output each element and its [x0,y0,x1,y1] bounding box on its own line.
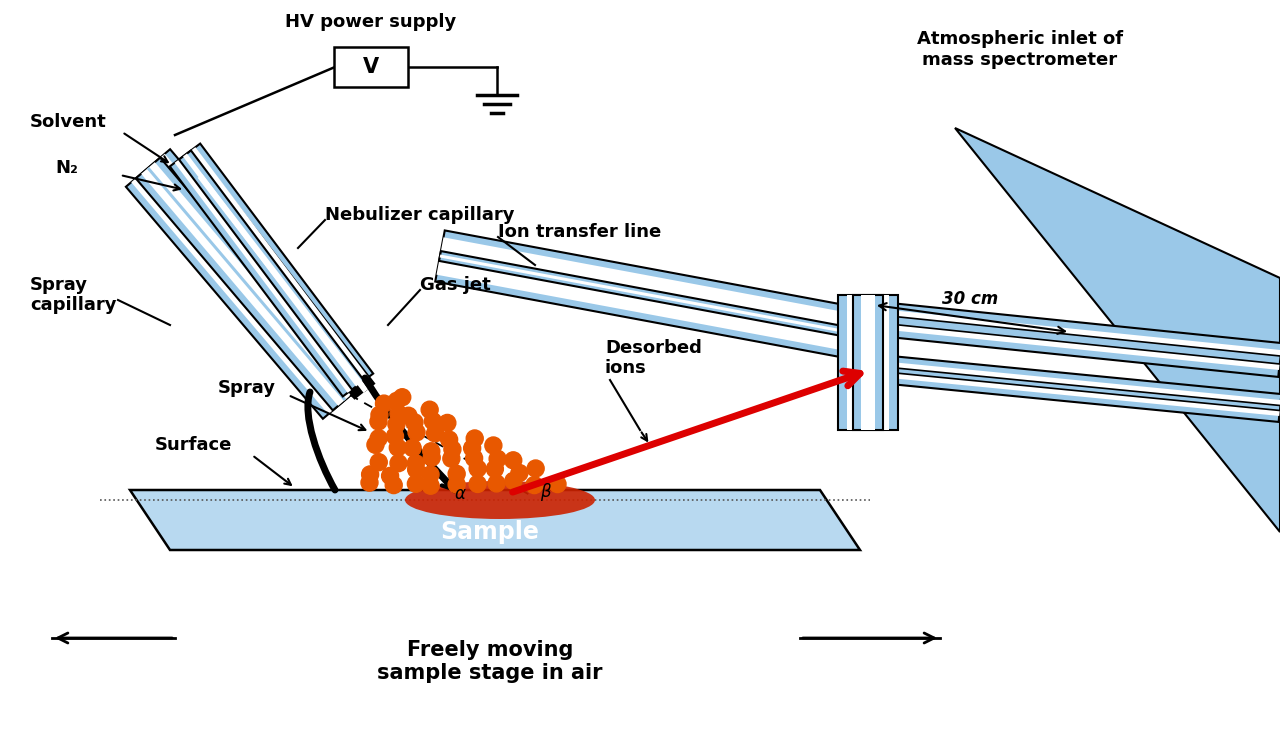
Circle shape [406,414,422,431]
Circle shape [370,453,388,470]
Circle shape [468,476,486,492]
Text: Solvent: Solvent [29,113,106,131]
Circle shape [488,475,506,492]
Circle shape [388,392,406,409]
Circle shape [387,428,403,445]
Polygon shape [439,251,881,343]
Polygon shape [132,154,362,415]
Text: N₂: N₂ [55,159,78,177]
Polygon shape [440,254,881,340]
Polygon shape [187,171,371,400]
Circle shape [421,401,438,418]
Polygon shape [136,157,357,410]
Circle shape [408,424,425,441]
Text: Atmospheric inlet of
mass spectrometer: Atmospheric inlet of mass spectrometer [916,30,1123,69]
Circle shape [388,416,404,433]
Circle shape [448,476,465,493]
Polygon shape [170,143,374,396]
Circle shape [470,460,486,477]
Circle shape [375,395,393,412]
Circle shape [440,431,458,448]
Circle shape [385,476,402,494]
Text: Ion transfer line: Ion transfer line [498,223,662,241]
Circle shape [370,430,387,447]
Text: Spray
capillary: Spray capillary [29,276,116,315]
Polygon shape [435,231,884,364]
Text: Surface: Surface [155,436,233,454]
Circle shape [422,477,439,494]
Polygon shape [147,167,346,401]
Circle shape [439,415,456,431]
Text: β: β [540,483,550,501]
Polygon shape [174,147,369,392]
Text: Sample: Sample [440,520,539,544]
Circle shape [367,437,384,453]
Text: HV power supply: HV power supply [285,13,457,31]
Circle shape [425,412,442,430]
Circle shape [504,473,522,490]
Circle shape [489,451,506,467]
Circle shape [371,406,388,423]
Circle shape [485,437,502,454]
Polygon shape [436,237,883,356]
Polygon shape [197,174,369,392]
Polygon shape [838,295,899,430]
Polygon shape [852,295,883,430]
Circle shape [389,439,406,456]
Circle shape [486,460,503,478]
Circle shape [463,440,481,456]
Circle shape [404,440,421,456]
Circle shape [399,407,417,424]
Polygon shape [179,151,364,390]
FancyBboxPatch shape [334,47,408,87]
Polygon shape [869,354,1280,422]
Circle shape [424,449,440,466]
Ellipse shape [404,481,595,519]
Circle shape [443,450,460,467]
Polygon shape [869,314,1280,364]
Circle shape [381,467,398,484]
Circle shape [511,465,527,481]
Circle shape [394,389,411,406]
Circle shape [504,452,522,469]
Polygon shape [847,295,890,430]
Polygon shape [141,162,352,406]
Text: Freely moving
sample stage in air: Freely moving sample stage in air [378,640,603,684]
Circle shape [407,455,424,472]
Circle shape [448,465,465,482]
Circle shape [466,450,483,467]
Circle shape [390,405,407,422]
Polygon shape [955,128,1280,532]
Circle shape [527,460,544,477]
Text: Gas jet: Gas jet [420,276,490,294]
Circle shape [361,474,378,491]
Polygon shape [868,301,1280,377]
Circle shape [549,476,566,492]
Polygon shape [200,169,375,392]
Text: V: V [364,57,379,77]
Circle shape [422,442,440,460]
Polygon shape [869,360,1280,416]
Polygon shape [183,154,360,387]
Text: Desorbed
ions: Desorbed ions [605,339,701,377]
Polygon shape [869,365,1280,410]
Polygon shape [125,149,367,419]
Circle shape [526,476,543,494]
Circle shape [370,413,387,430]
Circle shape [466,430,484,447]
Circle shape [444,441,461,458]
Polygon shape [861,295,876,430]
Circle shape [390,455,407,472]
Polygon shape [869,308,1280,370]
Circle shape [407,461,425,478]
Text: Spray: Spray [218,379,276,397]
Circle shape [422,466,439,483]
Circle shape [362,466,379,483]
Circle shape [426,425,444,442]
Text: α: α [454,485,466,503]
Circle shape [407,476,425,492]
Polygon shape [131,490,860,550]
Text: Nebulizer capillary: Nebulizer capillary [325,206,515,224]
Text: 30 cm: 30 cm [942,290,998,308]
